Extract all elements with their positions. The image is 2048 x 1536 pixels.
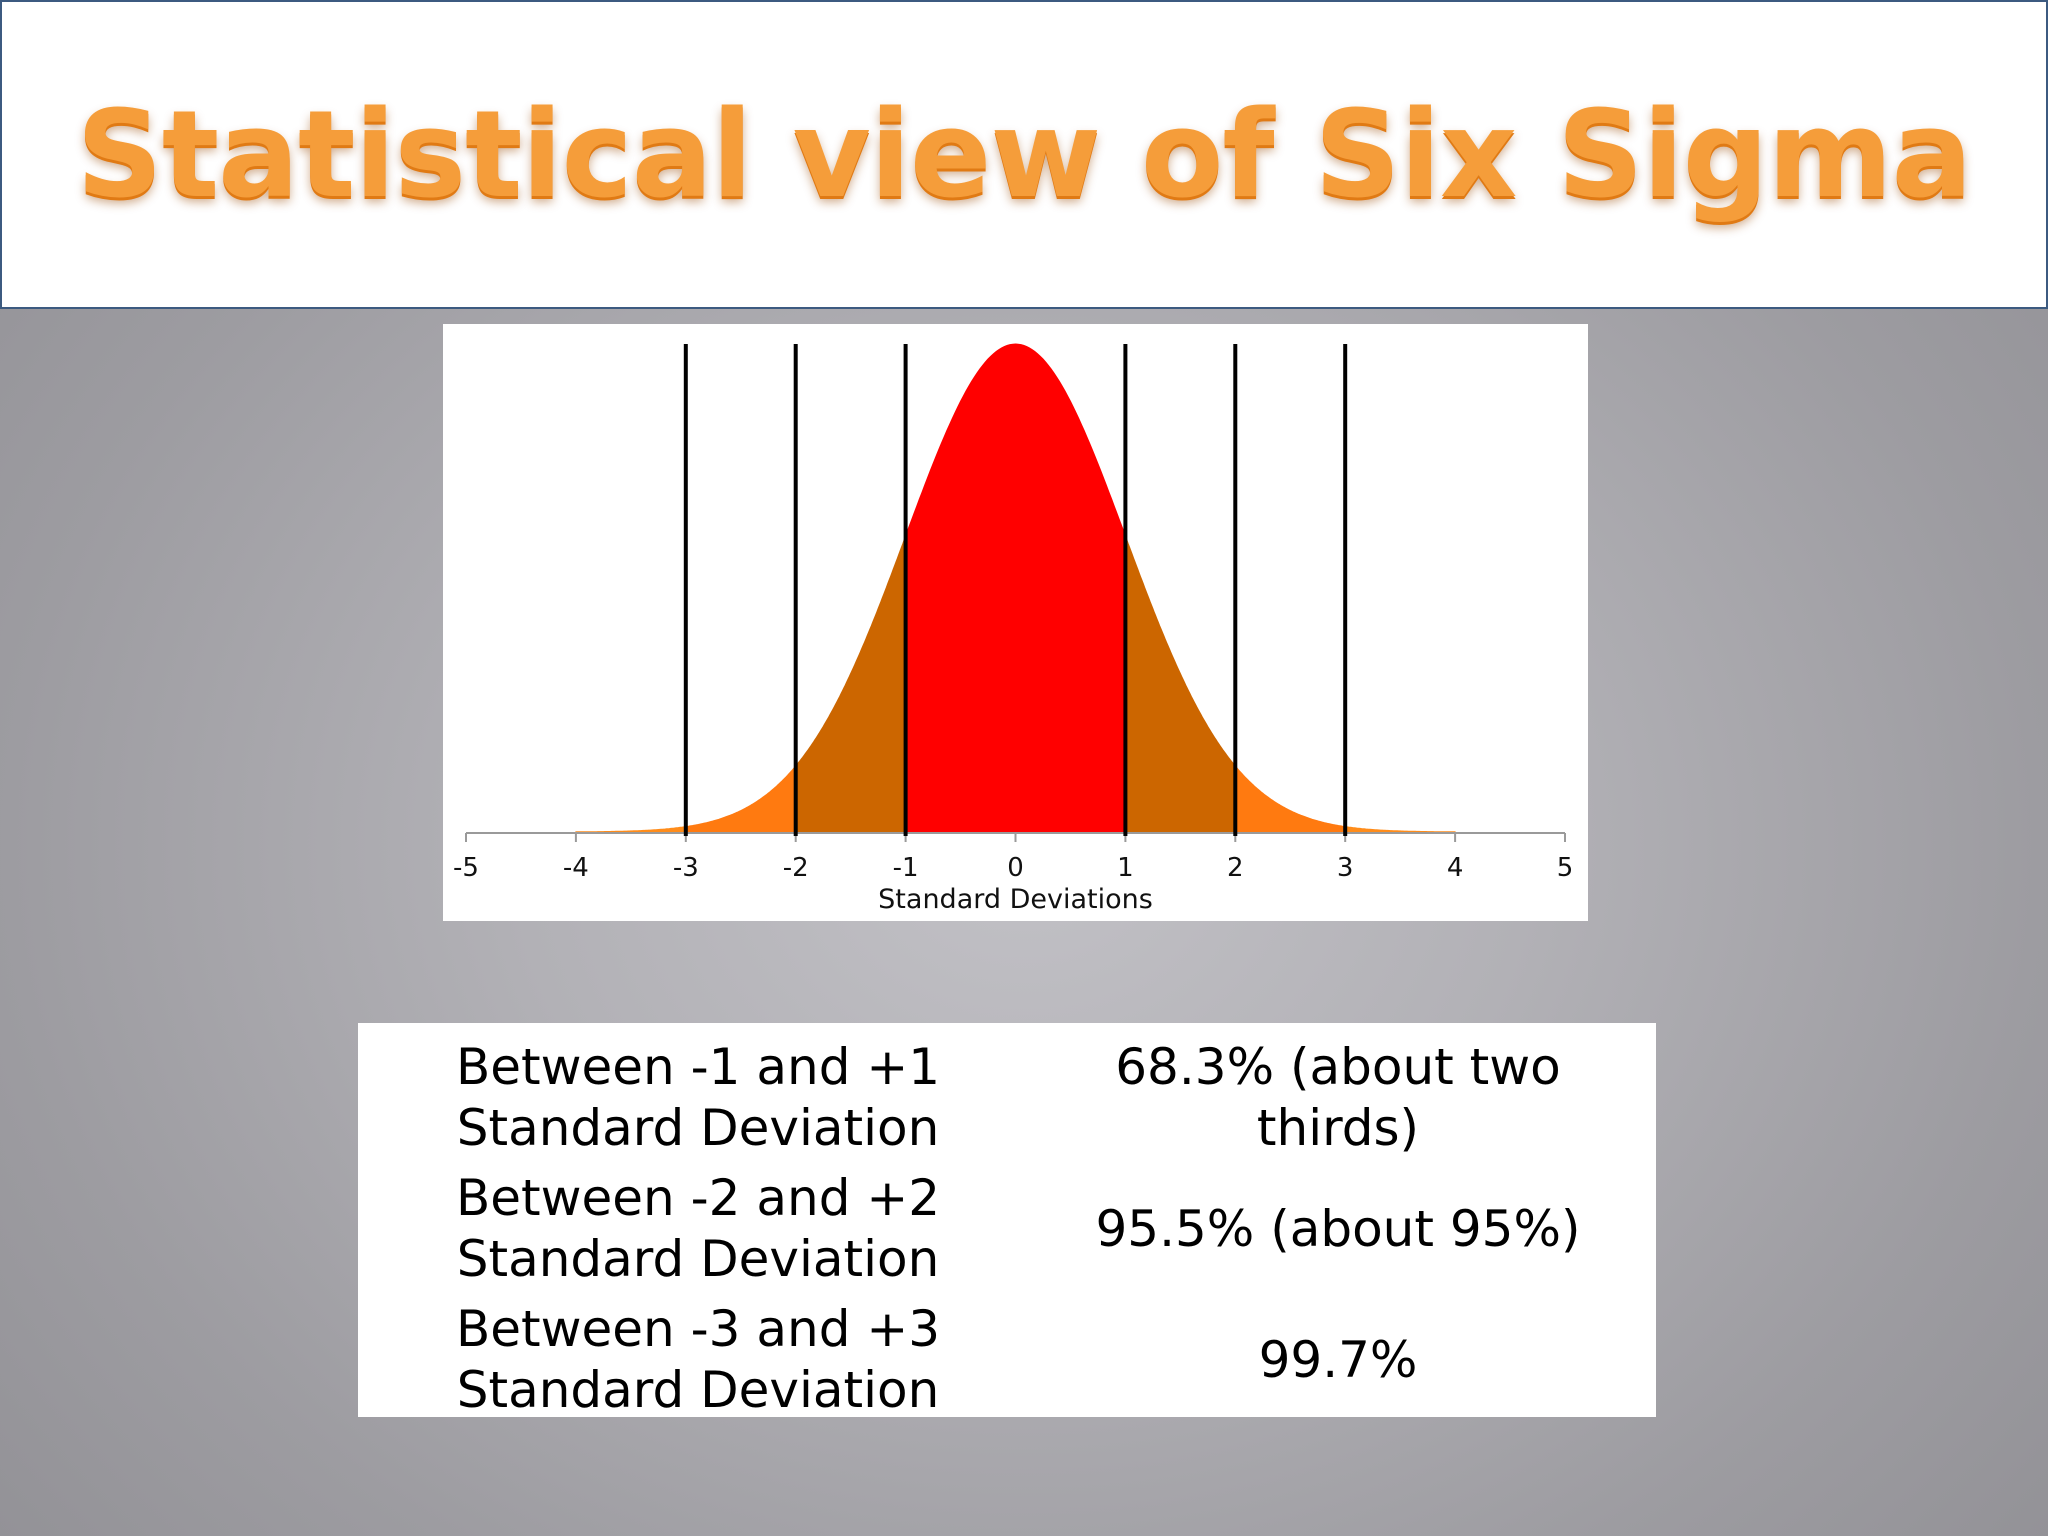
x-tick-label: 3	[1337, 853, 1354, 883]
table-row: Between -1 and +1 Standard Deviation 68.…	[358, 1035, 1656, 1161]
percent-cell: 68.3% (about two thirds)	[1115, 1038, 1561, 1157]
range-cell: Between -3 and +3 Standard Deviation	[455, 1300, 941, 1419]
normal-distribution-chart: -5 -4 -3 -2 -1 0 1 2 3 4 5 Standard Deviations	[443, 324, 1588, 921]
range-cell: Between -2 and +2 Standard Deviation	[455, 1169, 941, 1288]
distribution-band	[795, 535, 907, 833]
x-tick-label: -4	[563, 853, 589, 883]
x-tick-label: 0	[1007, 853, 1024, 883]
x-tick-label: 5	[1557, 853, 1574, 883]
distribution-band	[575, 826, 687, 833]
table-row: Between -3 and +3 Standard Deviation 99.…	[358, 1297, 1656, 1423]
x-tick-label: 4	[1447, 853, 1464, 883]
chart-canvas: -5 -4 -3 -2 -1 0 1 2 3 4 5 Standard Deviations	[453, 343, 1574, 915]
distribution-band	[685, 764, 797, 833]
x-tick-label: 1	[1117, 853, 1134, 883]
title-bar: Statistical view of Six Sigma	[0, 0, 2048, 309]
table-row: Between -2 and +2 Standard Deviation 95.…	[358, 1166, 1656, 1292]
range-cell: Between -1 and +1 Standard Deviation	[455, 1038, 941, 1157]
x-tick-label: -1	[893, 853, 919, 883]
summary-table: Between -1 and +1 Standard Deviation 68.…	[358, 1023, 1656, 1419]
x-tick-label: -5	[453, 853, 479, 883]
x-tick-label: 2	[1227, 853, 1244, 883]
percent-cell: 95.5% (about 95%)	[1095, 1199, 1581, 1258]
distribution-band	[905, 343, 1126, 833]
x-tick-label: -2	[783, 853, 809, 883]
x-tick-label: -3	[673, 853, 699, 883]
percent-cell: 99.7%	[1258, 1330, 1418, 1389]
distribution-band	[1124, 535, 1236, 833]
distribution-band	[1234, 764, 1346, 833]
page-title: Statistical view of Six Sigma	[76, 86, 1972, 225]
distribution-band	[1344, 826, 1456, 833]
x-axis-title: Standard Deviations	[878, 884, 1153, 915]
